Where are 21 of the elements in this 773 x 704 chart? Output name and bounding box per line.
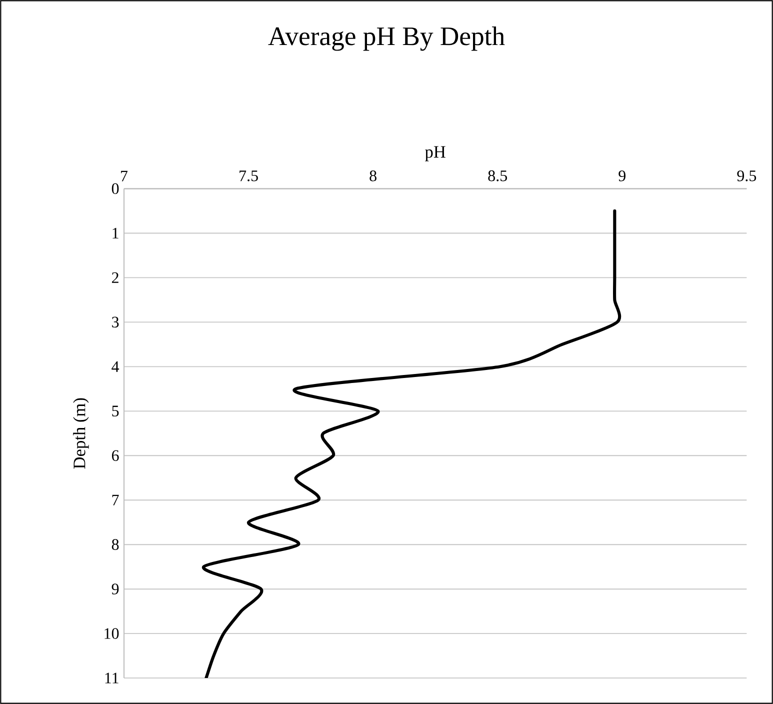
y-axis-title: Depth (m) bbox=[73, 398, 89, 469]
y-tick-label: 9 bbox=[112, 584, 119, 594]
x-tick-label: 7.5 bbox=[240, 170, 258, 182]
x-tick-label: 9 bbox=[618, 170, 626, 182]
chart-title: Average pH By Depth bbox=[268, 26, 505, 51]
x-tick-label: 9.5 bbox=[737, 170, 756, 182]
y-tick-label: 0 bbox=[112, 183, 119, 194]
x-axis-title: pH bbox=[425, 146, 446, 162]
y-tick-label: 1 bbox=[112, 228, 118, 238]
x-tick-label: 8 bbox=[370, 170, 376, 182]
y-tick-label: 3 bbox=[112, 316, 119, 328]
y-tick-label: 2 bbox=[112, 272, 118, 283]
y-tick-label: 6 bbox=[112, 450, 119, 461]
x-tick-label: 7 bbox=[121, 170, 128, 182]
y-tick-label: 8 bbox=[112, 539, 119, 550]
y-tick-label: 7 bbox=[112, 494, 119, 506]
y-tick-label: 5 bbox=[112, 406, 119, 416]
y-tick-label: 11 bbox=[105, 672, 118, 684]
y-tick-label: 10 bbox=[104, 628, 119, 639]
x-tick-label: 8.5 bbox=[488, 170, 507, 182]
y-tick-label: 4 bbox=[112, 361, 120, 372]
